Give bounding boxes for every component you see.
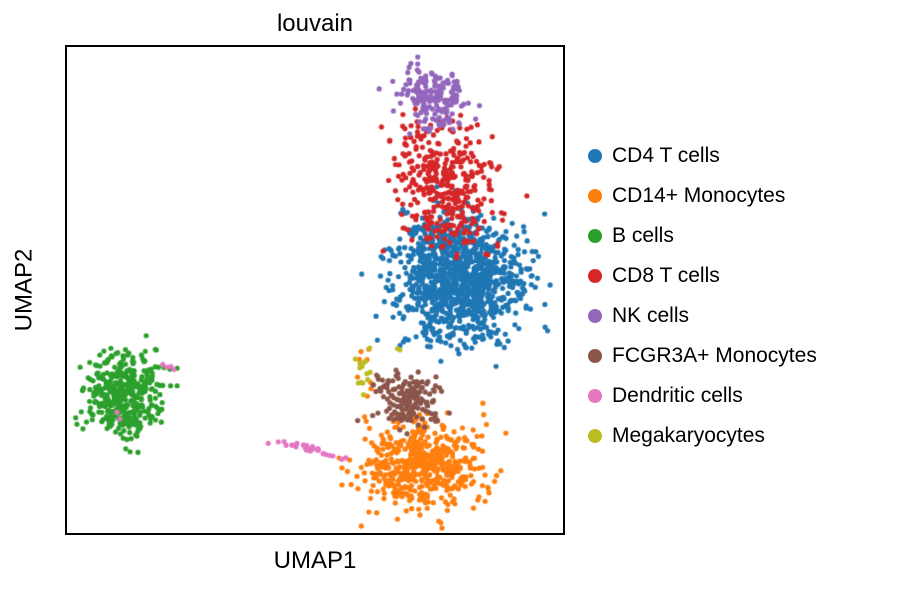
legend-item: CD4 T cells — [588, 136, 817, 176]
legend-label: CD4 T cells — [612, 144, 720, 167]
legend-label: CD14+ Monocytes — [612, 184, 786, 207]
umap-scatter-canvas — [67, 47, 563, 533]
legend-label: Dendritic cells — [612, 384, 743, 407]
legend-swatch — [588, 189, 602, 203]
plot-area — [65, 45, 565, 535]
legend-swatch — [588, 269, 602, 283]
legend-item: Megakaryocytes — [588, 416, 817, 456]
y-axis-label-wrap: UMAP2 — [4, 45, 44, 535]
legend-item: Dendritic cells — [588, 376, 817, 416]
legend-swatch — [588, 229, 602, 243]
legend: CD4 T cells CD14+ Monocytes B cells CD8 T c… — [588, 136, 817, 456]
legend-label: FCGR3A+ Monocytes — [612, 344, 817, 367]
plot-title: louvain — [276, 10, 354, 37]
legend-swatch — [588, 389, 602, 403]
legend-label: NK cells — [612, 304, 690, 327]
legend-label: B cells — [612, 224, 674, 247]
legend-item: CD8 T cells — [588, 256, 817, 296]
y-axis-label: UMAP2 — [10, 248, 37, 332]
legend-label: CD8 T cells — [612, 264, 720, 287]
legend-item: B cells — [588, 216, 817, 256]
legend-swatch — [588, 429, 602, 443]
legend-label: Megakaryocytes — [612, 424, 765, 447]
legend-item: CD14+ Monocytes — [588, 176, 817, 216]
legend-item: FCGR3A+ Monocytes — [588, 336, 817, 376]
legend-item: NK cells — [588, 296, 817, 336]
x-axis-label: UMAP1 — [273, 547, 357, 574]
legend-swatch — [588, 309, 602, 323]
legend-swatch — [588, 149, 602, 163]
legend-swatch — [588, 349, 602, 363]
